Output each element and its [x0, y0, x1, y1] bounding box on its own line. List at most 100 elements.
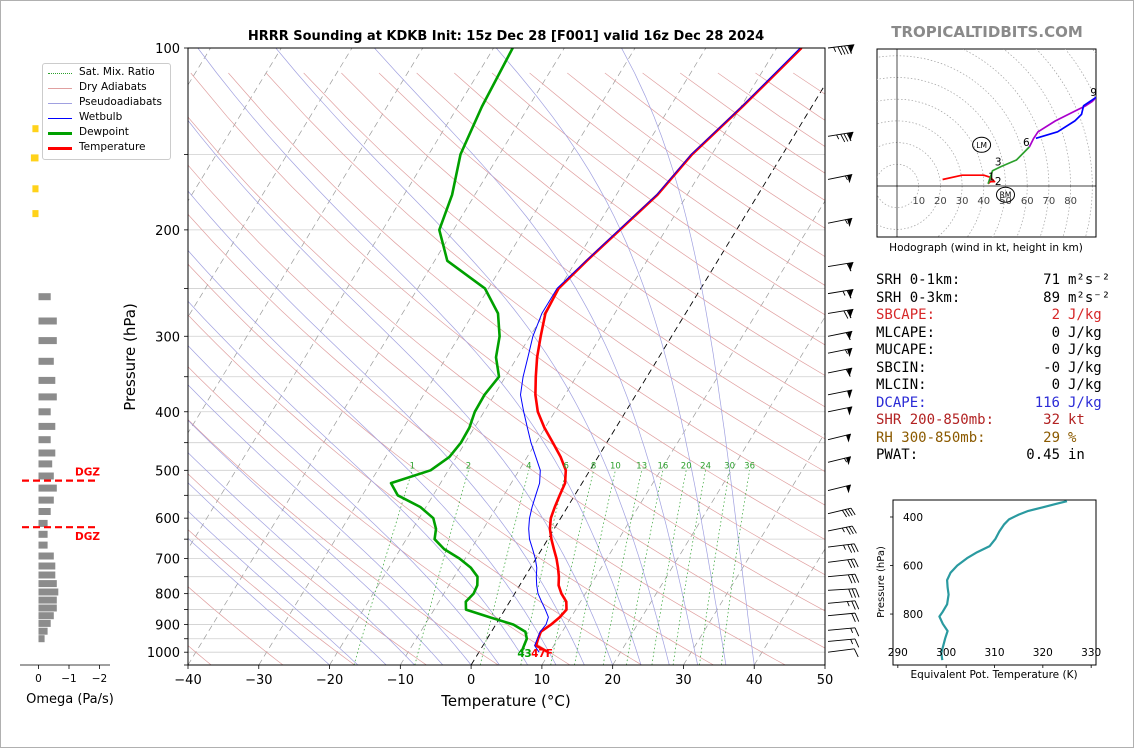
mixing-ratio-label: 16	[657, 461, 668, 471]
wind-barb	[827, 638, 860, 648]
isotherm-line	[329, 48, 707, 665]
storm-motion-label: RM	[1000, 191, 1012, 200]
barb-half	[844, 219, 848, 225]
barb-full	[846, 132, 852, 142]
isotherm-line	[188, 48, 353, 318]
y-tick-label: 200	[155, 224, 180, 239]
dry-adiabat-line	[416, 72, 825, 376]
stat-unit: m²s⁻²	[1068, 272, 1111, 288]
mixing-ratio-line	[353, 470, 413, 665]
theta-e-x-tick-label: 330	[1081, 647, 1101, 659]
stat-unit: m²s⁻²	[1068, 289, 1111, 306]
x-tick-label: 30	[675, 673, 692, 688]
barb-full	[853, 543, 859, 553]
legend-swatch	[48, 147, 72, 150]
barb-staff	[827, 289, 854, 295]
stat-row: SRH 0-1km: 71 m²s⁻²	[876, 272, 1110, 290]
wind-barb	[827, 588, 860, 598]
hodograph-height-label: 9	[1090, 87, 1097, 99]
isotherm-line	[188, 48, 424, 434]
wind-barb	[827, 627, 860, 637]
barb-full	[837, 46, 843, 56]
omega-bar	[38, 588, 59, 596]
dry-adiabat-line	[188, 529, 355, 665]
dry-adiabat-line	[188, 263, 714, 665]
mixing-ratio-label: 13	[636, 461, 647, 471]
barb-full	[851, 588, 857, 598]
dry-adiabat-line	[188, 586, 284, 665]
y-tick-label: 600	[155, 512, 180, 527]
barb-flag	[846, 456, 851, 466]
dry-adiabat-line	[491, 72, 825, 316]
watermark: TROPICALTIDBITS.COM	[891, 23, 1083, 41]
isotherm-line	[683, 432, 825, 665]
mixing-ratio-labels: 1 2 4 6 8 10 13 16 20 24 30 36	[410, 461, 755, 471]
series-line-temperature	[534, 48, 803, 654]
theta-e-x-tick-label: 320	[1033, 647, 1053, 659]
hodograph-caption: Hodograph (wind in kt, height in km)	[889, 242, 1083, 254]
legend-item: Sat. Mix. Ratio	[48, 66, 168, 81]
stat-value: 2	[1051, 307, 1060, 323]
legend-item: Pseudoadiabats	[48, 96, 168, 111]
stat-row: SHR 200-850mb: 32 kt	[876, 412, 1110, 430]
hodograph-ring-label: 40	[977, 196, 990, 207]
skewt-plot-frame	[187, 47, 826, 666]
pseudoadiabat-line	[188, 249, 557, 665]
omega-bar	[38, 460, 53, 468]
barb-full	[854, 627, 860, 637]
wind-barb	[827, 261, 854, 272]
barb-full	[845, 527, 851, 535]
barb-full	[847, 45, 853, 54]
stat-label: SBCIN:	[876, 359, 927, 376]
wind-barb	[827, 600, 860, 610]
temperature-axis: −40 −30 −20 −10 0 10 20 30 40 50	[174, 665, 833, 688]
pseudoadiabat-line	[188, 452, 415, 665]
x-tick-label: −40	[174, 673, 201, 688]
barb-full	[854, 638, 860, 648]
isotherm-line	[188, 48, 494, 550]
mixing-ratio-label: 6	[563, 461, 568, 471]
stat-row: DCAPE: 116 J/kg	[876, 395, 1110, 413]
legend-swatch	[48, 88, 72, 89]
x-axis-label: Temperature (°C)	[440, 692, 570, 710]
pseudoadiabat-line	[374, 48, 698, 665]
isotherm-line	[470, 84, 825, 665]
barb-full	[841, 509, 847, 518]
barb-flag	[847, 348, 853, 357]
omega-bar	[38, 357, 54, 365]
dry-adiabat-line	[188, 213, 786, 665]
omega-bar	[30, 154, 39, 162]
mixing-ratio-label: 4	[526, 461, 531, 471]
wind-barbs	[827, 44, 860, 658]
mixing-ratio-line	[626, 470, 664, 665]
hodograph-height-label: 2	[995, 176, 1002, 188]
y-tick-label: 800	[155, 588, 180, 603]
x-tick-label: −30	[245, 673, 272, 688]
hodograph-ring-label: 50	[999, 196, 1012, 207]
mixing-ratio-line	[479, 470, 530, 665]
stat-value: 0.45	[1026, 447, 1060, 463]
barb-full	[850, 559, 856, 568]
pseudoadiabat-line	[275, 48, 670, 665]
barb-full	[847, 508, 853, 516]
pseudoadiabat-line	[188, 345, 500, 665]
omega-bar	[38, 436, 51, 444]
wind-barb	[827, 347, 853, 357]
hodograph-height-label: 3	[995, 157, 1002, 169]
mixing-ratio-line	[574, 470, 616, 665]
omega-bar	[38, 422, 56, 430]
barb-staff	[827, 612, 856, 617]
stat-value: 0	[1051, 377, 1060, 393]
series-line-dewpoint	[389, 48, 529, 653]
barb-full	[845, 369, 851, 377]
stat-value: 0	[1051, 324, 1060, 341]
isotherm-line	[753, 548, 825, 665]
mixing-ratio-label: 2	[466, 461, 471, 471]
dry-adiabat-line	[265, 72, 825, 506]
barb-flag	[846, 484, 851, 494]
x-tick-label: 0	[467, 673, 475, 688]
barb-full	[845, 332, 851, 341]
y-tick-label: 1000	[147, 646, 180, 661]
hodograph	[877, 49, 1096, 237]
pseudoadiabat-line	[188, 482, 387, 665]
